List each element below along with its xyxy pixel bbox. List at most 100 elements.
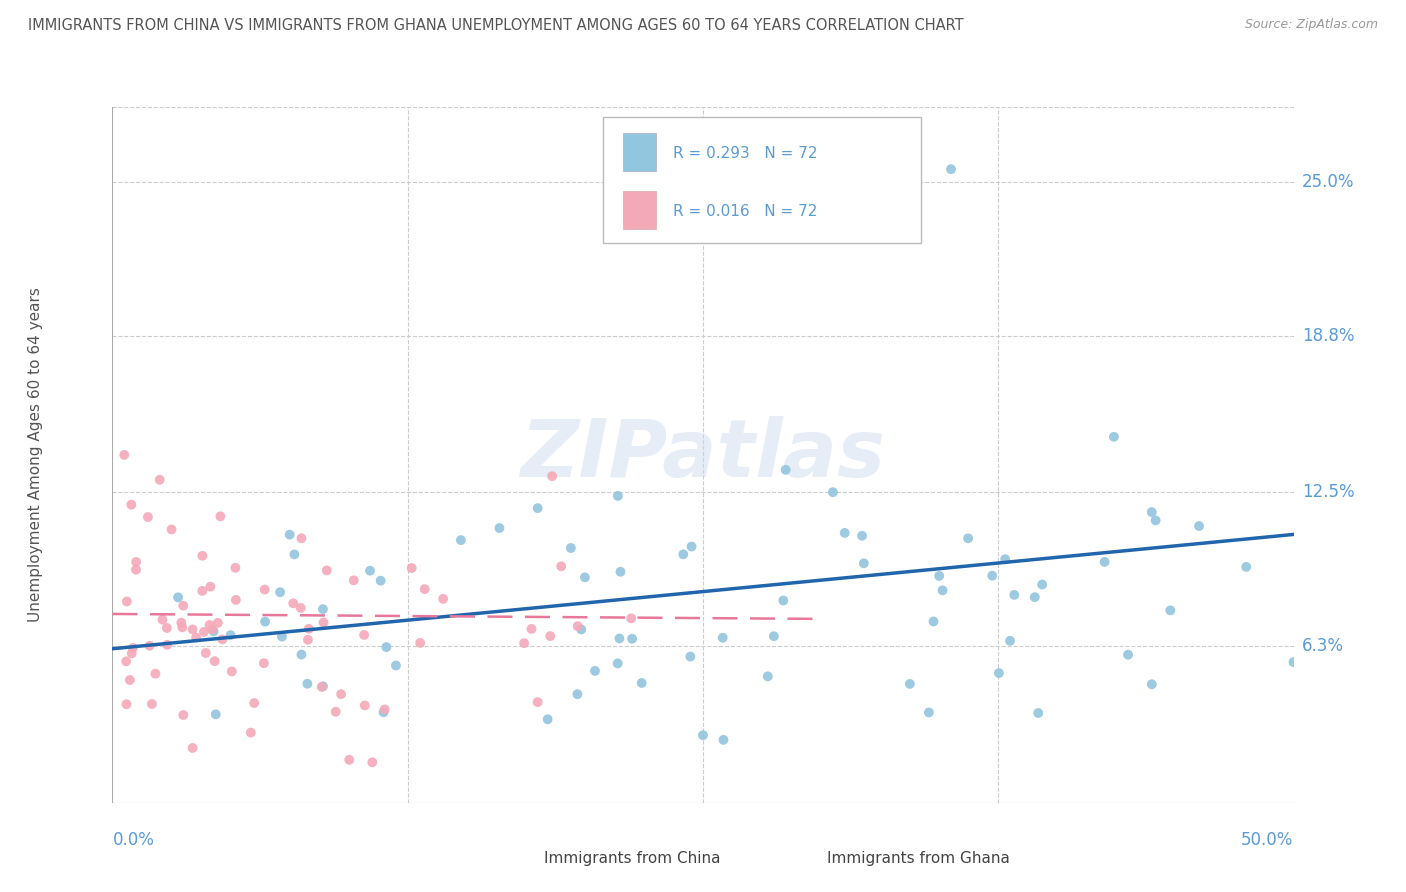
Point: [152, 613, 174, 627]
Point: [851, 529, 873, 543]
Point: [271, 630, 294, 644]
Point: [136, 510, 159, 524]
Point: [181, 623, 204, 637]
Point: [361, 756, 384, 770]
Point: [253, 656, 276, 670]
Point: [221, 665, 243, 679]
Circle shape: [797, 852, 821, 865]
Point: [834, 525, 856, 540]
Point: [928, 569, 950, 583]
Point: [567, 687, 589, 701]
Point: [297, 632, 319, 647]
Point: [181, 740, 204, 755]
FancyBboxPatch shape: [603, 118, 921, 243]
Point: [243, 696, 266, 710]
Circle shape: [515, 852, 537, 865]
Point: [821, 485, 844, 500]
Point: [569, 623, 592, 637]
Point: [931, 583, 953, 598]
Point: [772, 593, 794, 607]
Point: [207, 615, 229, 630]
Point: [211, 632, 233, 647]
Point: [432, 591, 454, 606]
Text: 6.3%: 6.3%: [1302, 637, 1344, 656]
Text: ZIPatlas: ZIPatlas: [520, 416, 886, 494]
Point: [1140, 677, 1163, 691]
Point: [606, 657, 628, 671]
Point: [574, 570, 596, 584]
Point: [359, 564, 381, 578]
Bar: [623, 191, 655, 229]
Point: [1116, 648, 1139, 662]
Point: [239, 725, 262, 739]
Point: [201, 623, 224, 637]
Point: [337, 753, 360, 767]
Text: Unemployment Among Ages 60 to 64 years: Unemployment Among Ages 60 to 64 years: [28, 287, 44, 623]
Text: R = 0.293   N = 72: R = 0.293 N = 72: [673, 146, 818, 161]
Point: [567, 619, 589, 633]
Point: [560, 541, 582, 555]
Point: [450, 533, 472, 548]
Text: Immigrants from Ghana: Immigrants from Ghana: [827, 851, 1010, 866]
Point: [254, 615, 277, 629]
Point: [1144, 513, 1167, 527]
Point: [994, 552, 1017, 566]
Point: [1094, 555, 1116, 569]
Point: [711, 631, 734, 645]
Point: [609, 565, 631, 579]
Point: [160, 523, 183, 537]
Text: 25.0%: 25.0%: [1302, 172, 1354, 191]
Point: [987, 666, 1010, 681]
Point: [374, 702, 396, 716]
Point: [918, 706, 941, 720]
Point: [413, 582, 436, 596]
Point: [1031, 577, 1053, 591]
Point: [756, 669, 779, 683]
Point: [156, 621, 179, 635]
Point: [1102, 430, 1125, 444]
Text: IMMIGRANTS FROM CHINA VS IMMIGRANTS FROM GHANA UNEMPLOYMENT AMONG AGES 60 TO 64 : IMMIGRANTS FROM CHINA VS IMMIGRANTS FROM…: [28, 18, 963, 33]
Point: [1159, 603, 1181, 617]
Point: [1024, 590, 1046, 604]
Point: [125, 555, 148, 569]
Point: [583, 664, 606, 678]
Point: [630, 676, 652, 690]
Point: [520, 622, 543, 636]
Text: Source: ZipAtlas.com: Source: ZipAtlas.com: [1244, 18, 1378, 31]
Point: [537, 712, 560, 726]
Point: [315, 563, 337, 577]
Point: [312, 615, 335, 630]
Point: [538, 629, 561, 643]
Bar: [623, 133, 655, 171]
Point: [283, 548, 305, 562]
Point: [269, 585, 291, 599]
Point: [290, 601, 312, 615]
Point: [167, 591, 190, 605]
Point: [172, 708, 194, 723]
Point: [283, 596, 305, 610]
Point: [149, 473, 172, 487]
Point: [981, 568, 1004, 582]
Point: [115, 654, 138, 668]
Point: [775, 463, 797, 477]
Point: [898, 677, 921, 691]
Point: [409, 636, 432, 650]
Point: [312, 602, 335, 616]
Point: [253, 582, 276, 597]
Point: [194, 646, 217, 660]
Point: [692, 728, 714, 742]
Point: [172, 599, 194, 613]
Point: [145, 666, 167, 681]
Point: [1026, 706, 1049, 720]
Point: [311, 680, 333, 694]
Point: [681, 540, 703, 554]
Point: [375, 640, 398, 654]
Point: [526, 695, 548, 709]
Point: [325, 705, 347, 719]
Point: [488, 521, 510, 535]
Text: 12.5%: 12.5%: [1302, 483, 1354, 501]
Point: [202, 624, 225, 639]
Point: [118, 673, 141, 687]
Point: [1234, 560, 1257, 574]
Point: [191, 549, 214, 563]
